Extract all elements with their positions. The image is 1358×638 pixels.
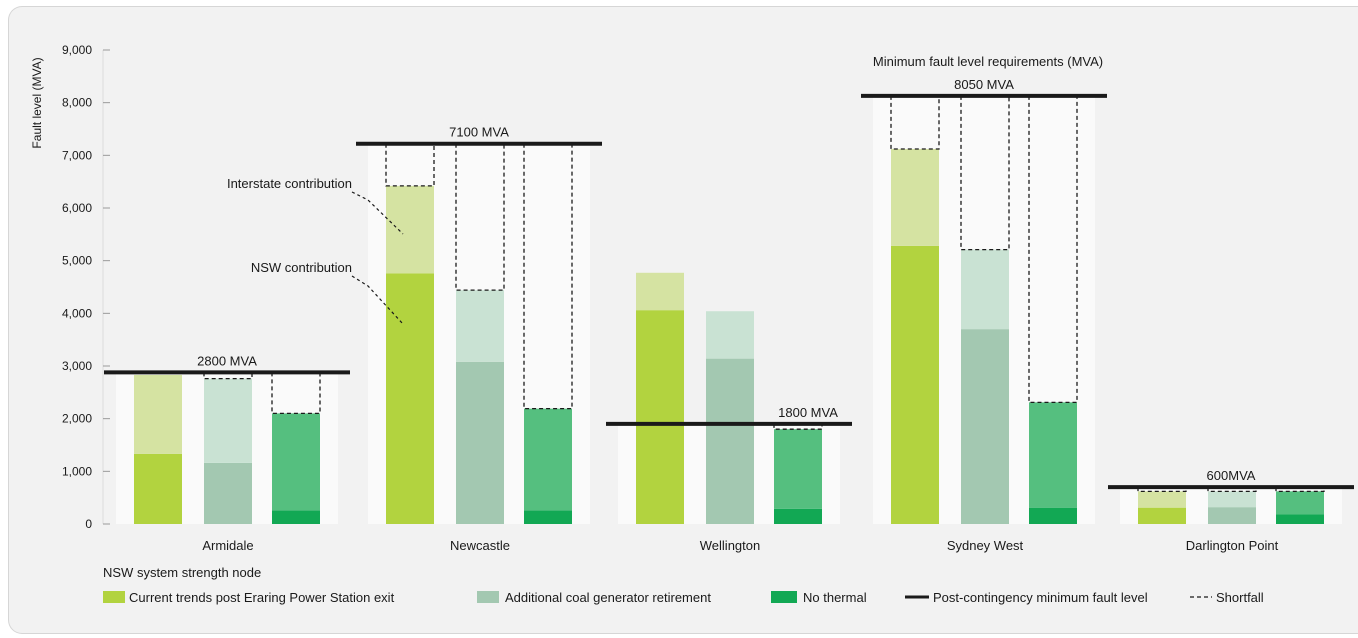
legend-label-current-trends: Current trends post Eraring Power Statio…	[129, 590, 395, 605]
shortfall-sydney-west-series3	[1028, 95, 1078, 403]
bar-wellington-series2-interstate	[706, 311, 754, 359]
shortfall-armidale-series2	[203, 372, 253, 380]
y-tick-label: 7,000	[62, 148, 92, 162]
category-labels: Armidale Newcastle Wellington Sydney West Da…	[202, 538, 1278, 553]
legend: Current trends post Eraring Power Statio…	[103, 590, 1264, 605]
shortfall-darlington-point-series3	[1275, 487, 1325, 492]
y-tick-label: 3,000	[62, 359, 92, 373]
y-tick-label: 1,000	[62, 464, 92, 478]
bar-newcastle-series2-interstate	[456, 290, 504, 362]
category-label-wellington: Wellington	[700, 538, 760, 553]
legend-label-no-thermal: No thermal	[803, 590, 867, 605]
bar-newcastle-series3-nsw	[524, 510, 572, 524]
category-label-sydney-west: Sydney West	[947, 538, 1024, 553]
nsw-contribution-label: NSW contribution	[251, 260, 352, 275]
bar-sydney-west-series2-interstate	[961, 249, 1009, 330]
legend-swatch-current-trends	[103, 591, 125, 603]
category-label-darlington-point: Darlington Point	[1186, 538, 1279, 553]
bar-armidale-series1-nsw	[134, 453, 182, 524]
shortfall-darlington-point-series2	[1207, 487, 1257, 492]
bars	[134, 149, 1324, 525]
bar-armidale-series2-interstate	[204, 378, 252, 463]
shortfall-newcastle-series1	[385, 143, 435, 187]
bar-newcastle-series2-nsw	[456, 361, 504, 524]
shortfall-newcastle-series3	[523, 143, 573, 410]
bar-sydney-west-series3-nsw	[1029, 507, 1077, 524]
bar-wellington-series1-interstate	[636, 272, 684, 311]
min-fault-label-newcastle: 7100 MVA	[449, 125, 509, 140]
legend-swatch-no-thermal	[771, 591, 797, 603]
legend-label-coal-retirement: Additional coal generator retirement	[505, 590, 711, 605]
category-label-armidale: Armidale	[202, 538, 253, 553]
bar-newcastle-series1-interstate	[386, 185, 434, 274]
bar-darlington-point-series1-interstate	[1138, 491, 1186, 508]
legend-label-shortfall: Shortfall	[1216, 590, 1264, 605]
bar-darlington-point-series3-nsw	[1276, 514, 1324, 524]
bar-wellington-series3-interstate	[774, 429, 822, 509]
y-tick-label: 2,000	[62, 412, 92, 426]
bar-sydney-west-series3-interstate	[1029, 402, 1077, 508]
min-fault-label-darlington-point: 600MVA	[1207, 468, 1256, 483]
bar-wellington-series3-nsw	[774, 508, 822, 524]
min-fault-label-armidale: 2800 MVA	[197, 353, 257, 368]
legend-swatch-coal-retirement	[477, 591, 499, 603]
shortfall-darlington-point-series1	[1137, 487, 1187, 492]
shortfall-sydney-west-series1	[890, 95, 940, 150]
bar-sydney-west-series2-nsw	[961, 329, 1009, 524]
interstate-leader-line	[351, 191, 404, 235]
y-tick-label: 6,000	[62, 201, 92, 215]
bar-darlington-point-series2-interstate	[1208, 491, 1256, 508]
interstate-contribution-label: Interstate contribution	[227, 176, 352, 191]
bar-newcastle-series1-nsw	[386, 273, 434, 524]
shortfall-wellington-series3	[773, 423, 823, 430]
bar-sydney-west-series1-interstate	[891, 149, 939, 246]
legend-label-min-fault: Post-contingency minimum fault level	[933, 590, 1148, 605]
y-axis-label: Fault level (MVA)	[30, 57, 44, 148]
x-axis-label: NSW system strength node	[103, 565, 261, 580]
bar-wellington-series1-nsw	[636, 310, 684, 524]
y-tick-label: 9,000	[62, 43, 92, 57]
y-tick-label: 0	[85, 517, 92, 531]
y-tick-label: 4,000	[62, 306, 92, 320]
shortfall-outlines	[203, 95, 1325, 492]
bar-armidale-series1-interstate	[134, 374, 182, 454]
bar-wellington-series2-nsw	[706, 358, 754, 524]
shortfall-sydney-west-series2	[960, 95, 1010, 251]
requirement-lines: 2800 MVA 7100 MVA 1800 MVA 8050 MVA 600MVA	[104, 77, 1354, 490]
y-axis: 0 1,000 2,000 3,000 4,000 5,000 6,000 7,000 8,00…	[62, 43, 110, 531]
shortfall-newcastle-series2	[455, 143, 505, 291]
bar-darlington-point-series3-interstate	[1276, 491, 1324, 515]
category-label-newcastle: Newcastle	[450, 538, 510, 553]
min-fault-label-sydney-west: 8050 MVA	[954, 77, 1014, 92]
shortfall-armidale-series3	[271, 372, 321, 415]
bar-armidale-series2-nsw	[204, 462, 252, 524]
bar-newcastle-series3-interstate	[524, 408, 572, 511]
requirements-title: Minimum fault level requirements (MVA)	[873, 54, 1103, 69]
bar-darlington-point-series2-nsw	[1208, 507, 1256, 524]
bar-armidale-series3-nsw	[272, 510, 320, 524]
min-fault-label-wellington: 1800 MVA	[778, 405, 838, 420]
bar-sydney-west-series1-nsw	[891, 245, 939, 525]
y-tick-label: 5,000	[62, 254, 92, 268]
y-tick-label: 8,000	[62, 96, 92, 110]
bar-darlington-point-series1-nsw	[1138, 507, 1186, 524]
bar-armidale-series3-interstate	[272, 413, 320, 511]
nsw-leader-line	[351, 275, 404, 325]
